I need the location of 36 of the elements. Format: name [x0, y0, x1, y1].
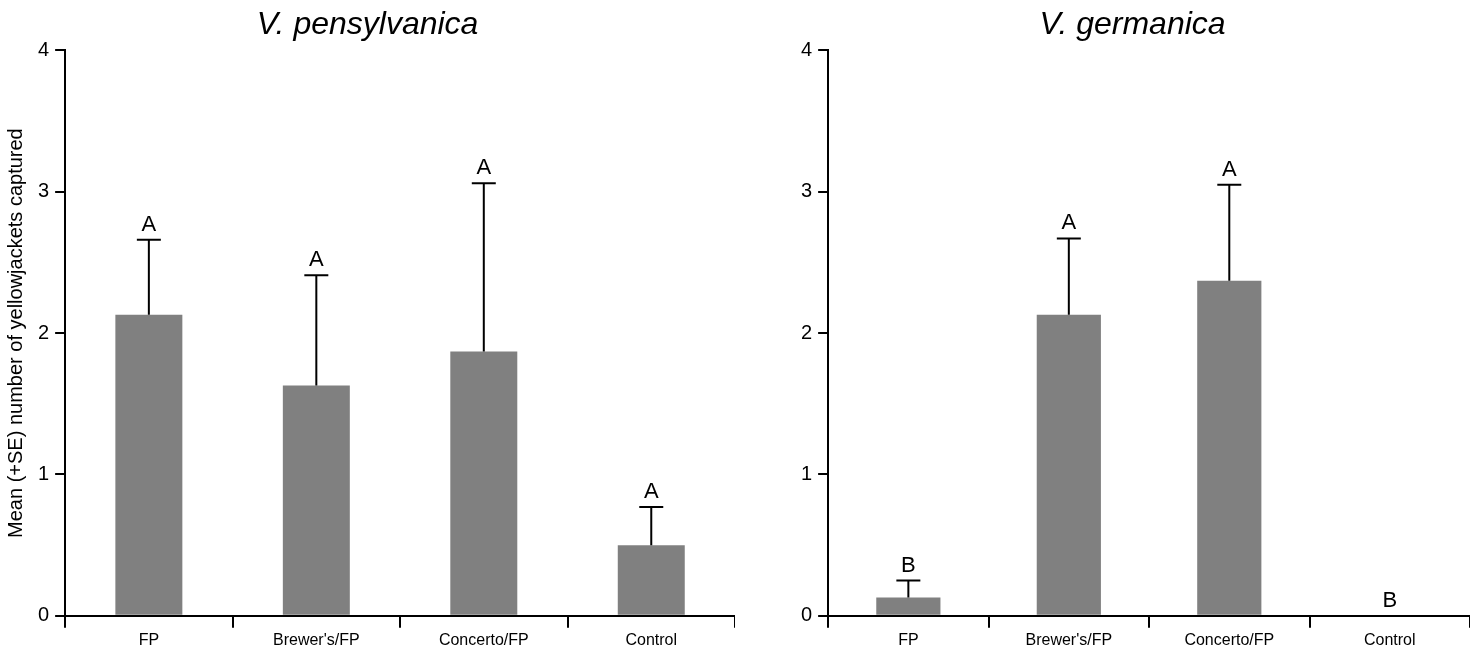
bar — [282, 385, 350, 615]
bar — [450, 351, 518, 615]
y-tick-label: 2 — [801, 320, 813, 343]
bar — [1036, 314, 1101, 615]
y-tick-label: 1 — [801, 461, 813, 484]
annotation: B — [901, 551, 916, 577]
y-tick-label: 1 — [38, 461, 50, 484]
y-axis-title: Mean (+SE) number of yellowjackets captured — [3, 128, 26, 538]
bar — [1197, 280, 1262, 615]
x-tick-label: Concerto/FP — [438, 630, 529, 648]
x-tick-label: FP — [898, 630, 919, 648]
annotation: B — [1382, 586, 1398, 612]
bar — [617, 545, 685, 615]
bar — [115, 314, 183, 615]
x-tick-label: Brewer's/FP — [1025, 630, 1113, 648]
annotation: A — [476, 154, 492, 180]
y-tick-label: 4 — [801, 37, 813, 60]
x-tick-label: Control — [625, 630, 678, 648]
bar — [876, 597, 941, 615]
annotation: A — [643, 478, 659, 504]
annotation: A — [1221, 155, 1237, 181]
chart-title: V. germanica — [1039, 5, 1226, 42]
x-tick-label: Control — [1363, 630, 1416, 648]
annotation: A — [308, 246, 324, 272]
annotation: A — [141, 210, 157, 236]
chart-title: V. pensylvanica — [256, 5, 479, 42]
y-tick-label: 0 — [38, 603, 50, 626]
y-tick-label: 3 — [38, 179, 50, 202]
y-tick-label: 2 — [38, 320, 50, 343]
x-tick-label: Concerto/FP — [1184, 630, 1275, 648]
y-tick-label: 0 — [801, 603, 813, 626]
annotation: A — [1061, 209, 1077, 235]
x-tick-label: Brewer's/FP — [273, 630, 360, 648]
y-tick-label: 3 — [801, 179, 813, 202]
x-tick-label: FP — [138, 630, 160, 648]
y-tick-label: 4 — [38, 37, 50, 60]
